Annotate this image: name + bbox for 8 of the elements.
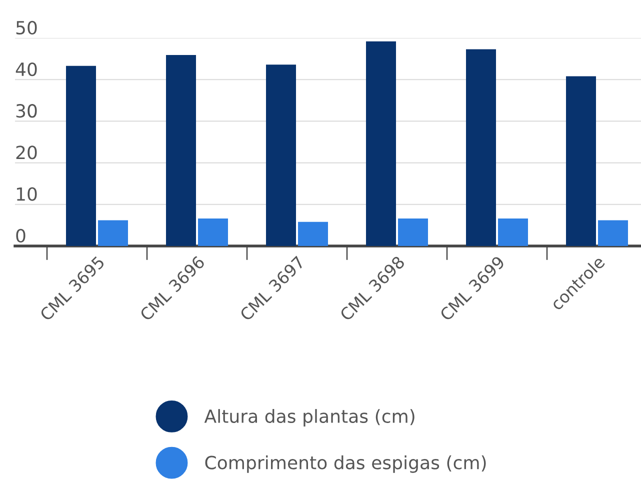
y-tick-label: 30 — [16, 104, 37, 118]
legend-label: Comprimento das espigas (cm) — [205, 455, 486, 473]
y-tick-label: 20 — [16, 146, 37, 160]
y-tick-label: 40 — [16, 62, 37, 76]
y-tick-label: 0 — [16, 228, 26, 242]
y-tick-label: 50 — [16, 20, 37, 34]
legend-label: Altura das plantas (cm) — [204, 409, 414, 427]
y-tick-label: 10 — [16, 187, 37, 201]
